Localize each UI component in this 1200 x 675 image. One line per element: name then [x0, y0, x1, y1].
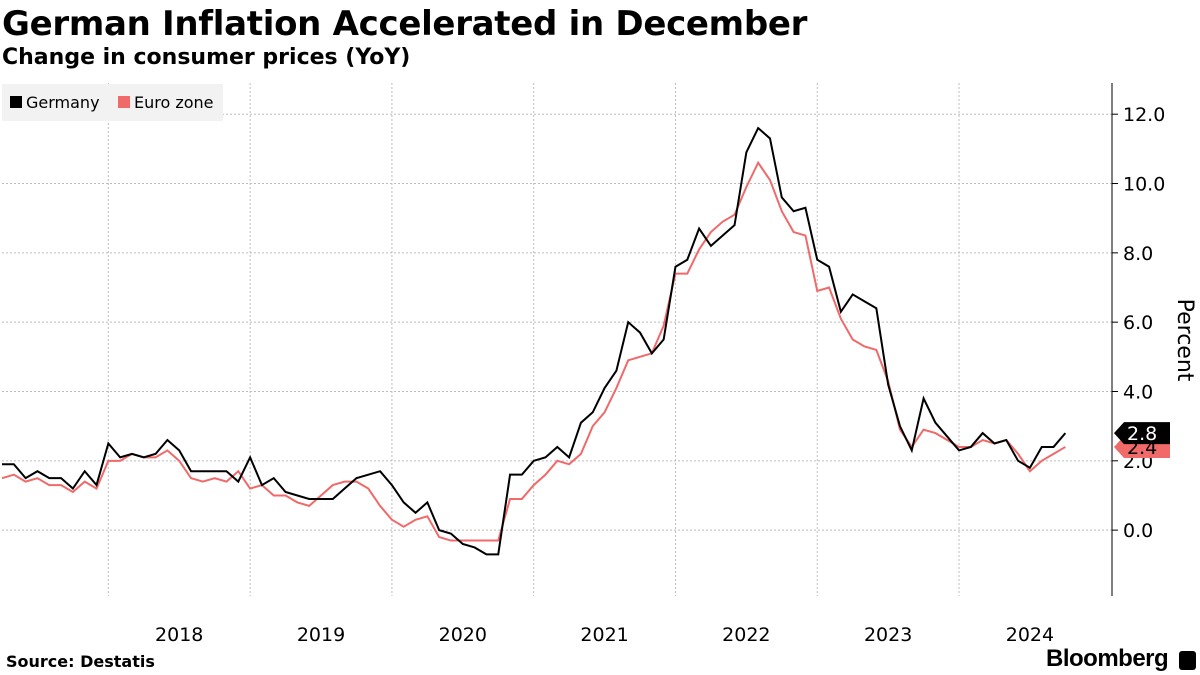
chart-title: German Inflation Accelerated in December	[2, 4, 808, 44]
y-tick-label: 4.0	[1123, 381, 1153, 403]
x-tick-label: 2022	[722, 624, 770, 646]
y-tick-label: 6.0	[1123, 312, 1153, 334]
legend: Germany Euro zone	[2, 84, 223, 121]
bloomberg-terminal-icon	[1179, 651, 1196, 670]
grid-layer	[2, 83, 1112, 596]
end-label-germany-box	[1114, 422, 1170, 445]
series-line-germany	[2, 126, 1067, 556]
legend-background	[2, 84, 223, 121]
bloomberg-logo: Bloomberg	[1046, 645, 1169, 672]
legend-swatch-euro-zone	[118, 96, 130, 108]
y-axis-label: Percent	[1172, 299, 1197, 382]
y-tick-label: 12.0	[1123, 104, 1165, 126]
x-tick-label: 2024	[1006, 624, 1054, 646]
y-tick-label: 0.0	[1123, 520, 1153, 542]
x-tick-label: 2019	[297, 624, 345, 646]
end-label-germany-text: 2.8	[1127, 423, 1157, 445]
legend-label-germany: Germany	[26, 93, 100, 112]
x-tick-label: 2018	[155, 624, 203, 646]
x-tick-label: 2020	[439, 624, 487, 646]
y-tick-label: 8.0	[1123, 243, 1153, 265]
source-note: Source: Destatis	[6, 652, 155, 671]
legend-label-euro-zone: Euro zone	[134, 93, 214, 112]
x-tick-label: 2023	[864, 624, 912, 646]
chart-subtitle: Change in consumer prices (YoY)	[2, 45, 411, 70]
legend-swatch-germany	[10, 96, 22, 108]
series-layer	[1, 126, 1067, 556]
x-tick-label: 2021	[580, 624, 628, 646]
end-label-layer: 2.42.8	[1114, 422, 1170, 459]
y-tick-label: 10.0	[1123, 174, 1165, 196]
